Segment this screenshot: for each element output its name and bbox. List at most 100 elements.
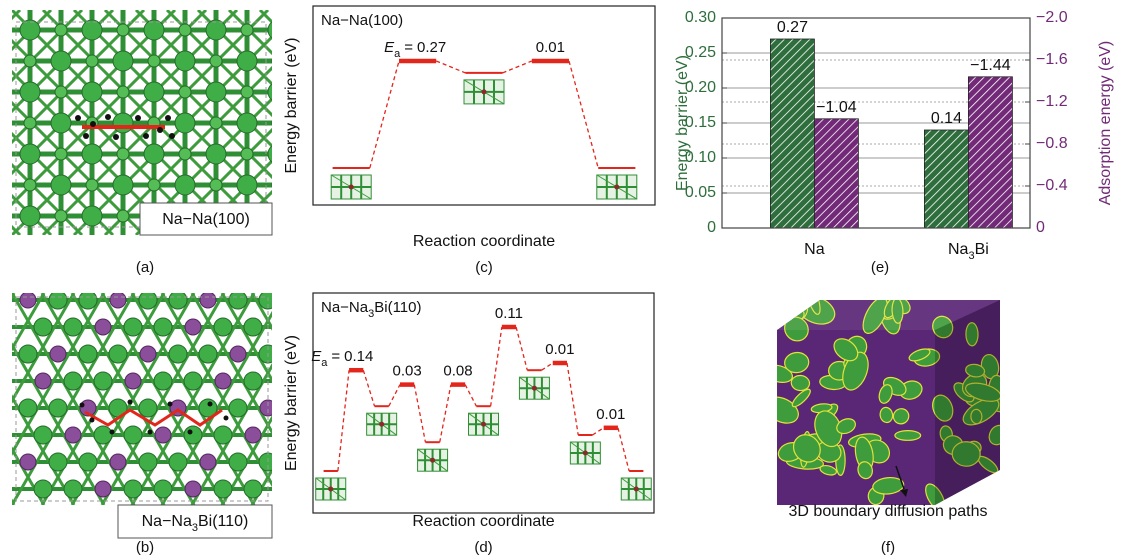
barrier-label-part: 0.08 [443, 363, 472, 380]
atom [205, 81, 227, 103]
caption: Na−Na3Bi(110) [142, 513, 249, 534]
atom [275, 319, 291, 335]
bond [12, 293, 46, 352]
barrier-label-part: = [404, 39, 413, 56]
green-domain [965, 382, 1000, 402]
atom [183, 425, 203, 445]
lattice-image [12, 293, 674, 505]
atom [178, 85, 192, 99]
shade [777, 300, 1000, 330]
bond [552, 293, 674, 505]
atom [85, 54, 99, 68]
atom [168, 293, 188, 310]
atom [116, 209, 130, 223]
atom [81, 143, 103, 165]
barrier-label: Ea = 0.27 [384, 39, 446, 60]
y-tick-label: 0.20 [685, 79, 716, 96]
x-axis-label: Reaction coordinate [412, 513, 554, 530]
y-tick-label: 0.15 [685, 114, 716, 131]
atom [112, 50, 134, 72]
x-tick-label: Na3Bi [948, 241, 989, 262]
barrier-label: 0.01 [596, 406, 625, 423]
y2-tick-label: −1.2 [1036, 93, 1068, 110]
atom [214, 372, 232, 390]
barrier-label-part: = [331, 348, 340, 365]
y2-tick-label: −2.0 [1036, 9, 1068, 26]
green-domain [908, 348, 931, 362]
path-dot [207, 401, 213, 407]
green-domain [842, 351, 869, 391]
caption-box [139, 202, 273, 236]
atom [240, 85, 254, 99]
atom [209, 54, 223, 68]
bar [924, 129, 969, 229]
atom [51, 237, 71, 257]
bond [227, 189, 272, 235]
atom [24, 241, 36, 253]
atom [168, 344, 188, 364]
atom [198, 398, 218, 418]
atom [236, 112, 258, 134]
path-dot [165, 115, 171, 121]
value-label: −1.04 [816, 99, 857, 116]
path-dot [79, 402, 85, 408]
atom [94, 318, 112, 336]
green-domain [862, 300, 888, 334]
connector [541, 362, 554, 371]
green-domain [965, 363, 986, 378]
bond [190, 362, 272, 505]
atom [116, 147, 130, 161]
green-domain [879, 406, 894, 424]
atom [116, 23, 130, 37]
bond [372, 293, 494, 505]
atom [271, 58, 272, 64]
structure-atom [582, 450, 588, 456]
connector [435, 60, 466, 74]
atom [240, 23, 254, 37]
atom [23, 54, 37, 68]
y-axis-label: Energy barrier (eV) [674, 55, 691, 191]
plot-frame [312, 292, 655, 514]
atom [19, 143, 41, 165]
atom [237, 237, 257, 257]
atom [178, 147, 192, 161]
bond [12, 131, 115, 235]
bond [12, 293, 76, 404]
atom [174, 112, 196, 134]
atom [198, 344, 218, 364]
bond [552, 293, 674, 505]
atom [93, 371, 113, 391]
barrier-label-part: 0.01 [545, 341, 574, 358]
bond [12, 10, 84, 83]
barrier-label: 0.01 [536, 39, 565, 56]
atom [23, 116, 37, 130]
barrier-label-part: 0.27 [417, 39, 446, 56]
atom [124, 372, 142, 390]
green-domain [777, 396, 799, 424]
green-domain [965, 322, 979, 347]
bond [165, 10, 272, 118]
y-axis-label: Energy barrier (eV) [283, 335, 300, 471]
green-domain [988, 424, 1000, 446]
arrow [895, 465, 905, 490]
atom [174, 50, 196, 72]
atom [228, 293, 248, 310]
frame [15, 21, 267, 228]
atom [153, 371, 173, 391]
atom [236, 174, 258, 196]
atom [267, 21, 272, 39]
connector [464, 384, 477, 407]
caption: 3D boundary diffusion paths [789, 503, 988, 520]
caption: Na−Na(100) [162, 211, 250, 228]
atom [63, 371, 83, 391]
bond [220, 293, 272, 383]
text-part: Na−Na [142, 513, 192, 530]
atom [148, 241, 160, 253]
connector [439, 384, 452, 443]
connector [566, 362, 579, 436]
y2-tick-label: −1.6 [1036, 51, 1068, 68]
bond [12, 10, 115, 114]
connector [413, 384, 427, 443]
atom [19, 81, 41, 103]
bond [12, 162, 84, 235]
